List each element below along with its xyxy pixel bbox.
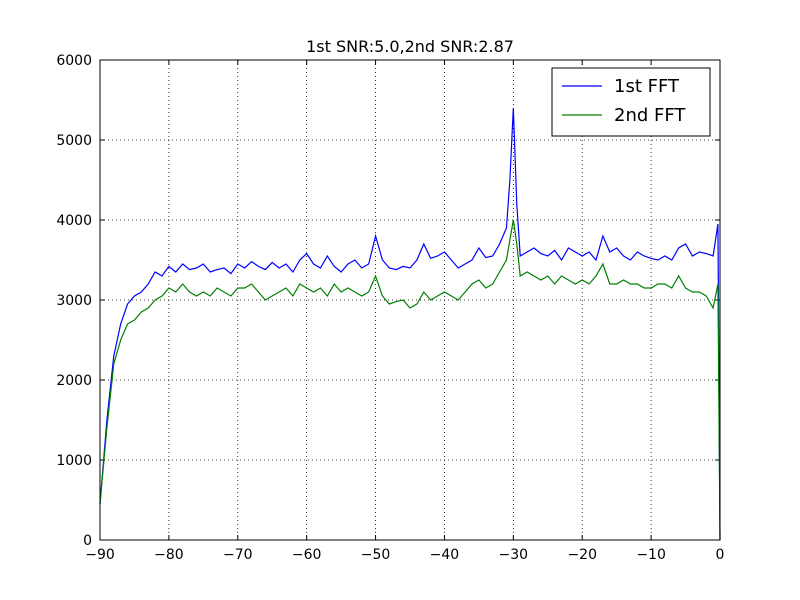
y-tick-label: 1000 — [56, 453, 92, 469]
x-tick-label: −20 — [567, 547, 597, 563]
data-line — [99, 107, 721, 541]
x-tick-label: −70 — [223, 547, 253, 563]
plot-frame — [99, 59, 721, 541]
legend-label: 2nd FFT — [614, 105, 686, 126]
x-tick-label: −50 — [361, 547, 391, 563]
x-tick-label: −10 — [636, 547, 666, 563]
legend-label: 1st FFT — [614, 76, 680, 97]
x-tick-label: −60 — [292, 547, 322, 563]
y-tick-label: 0 — [83, 533, 92, 549]
y-tick-label: 3000 — [56, 293, 92, 309]
y-tick-label: 2000 — [56, 373, 92, 389]
x-tick-label: −40 — [430, 547, 460, 563]
x-tick-label: −90 — [85, 547, 115, 563]
x-tick-label: −80 — [154, 547, 184, 563]
data-line — [99, 219, 721, 541]
y-tick-label: 5000 — [56, 133, 92, 149]
y-tick-label: 4000 — [56, 213, 92, 229]
chart-title: 1st SNR:5.0,2nd SNR:2.87 — [306, 37, 514, 56]
x-tick-label: −30 — [499, 547, 529, 563]
legend-box — [551, 67, 711, 137]
y-tick-label: 6000 — [56, 53, 92, 69]
x-tick-label: 0 — [716, 547, 725, 563]
